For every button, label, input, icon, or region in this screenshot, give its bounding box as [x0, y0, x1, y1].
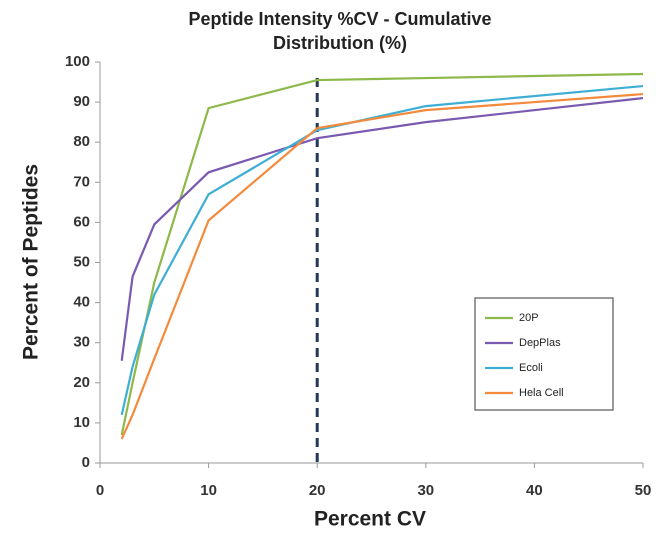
x-tick-label: 0 — [96, 482, 104, 499]
series-line — [120, 92, 644, 440]
x-tick-label: 40 — [526, 482, 543, 499]
x-tick-label: 50 — [635, 482, 652, 499]
series-line — [120, 96, 644, 361]
legend — [474, 297, 614, 411]
y-tick-label: 100 — [65, 53, 90, 70]
y-tick-label: 50 — [73, 253, 90, 270]
series-line — [120, 72, 644, 436]
chart-title: Distribution (%) — [273, 33, 407, 53]
y-tick-label: 60 — [73, 213, 90, 230]
x-tick-label: 10 — [200, 482, 217, 499]
chart-title: Peptide Intensity %CV - Cumulative — [188, 9, 491, 29]
y-tick-label: 70 — [73, 173, 90, 190]
legend-label: Ecoli — [519, 362, 543, 374]
legend-label: 20P — [519, 312, 539, 324]
y-tick-label: 40 — [73, 294, 90, 311]
x-tick-label: 30 — [417, 482, 434, 499]
x-tick-label: 20 — [309, 482, 326, 499]
y-tick-label: 0 — [82, 454, 90, 471]
y-axis-label: Percent of Peptides — [20, 164, 43, 360]
y-tick-label: 90 — [73, 93, 90, 110]
x-axis-label: Percent CV — [314, 508, 426, 531]
y-tick-label: 20 — [73, 374, 90, 391]
y-tick-label: 30 — [73, 334, 90, 351]
y-tick-label: 10 — [73, 414, 90, 431]
legend-label: DepPlas — [519, 337, 561, 349]
series-line — [120, 84, 644, 416]
legend-label: Hela Cell — [519, 387, 564, 399]
y-tick-label: 80 — [73, 133, 90, 150]
